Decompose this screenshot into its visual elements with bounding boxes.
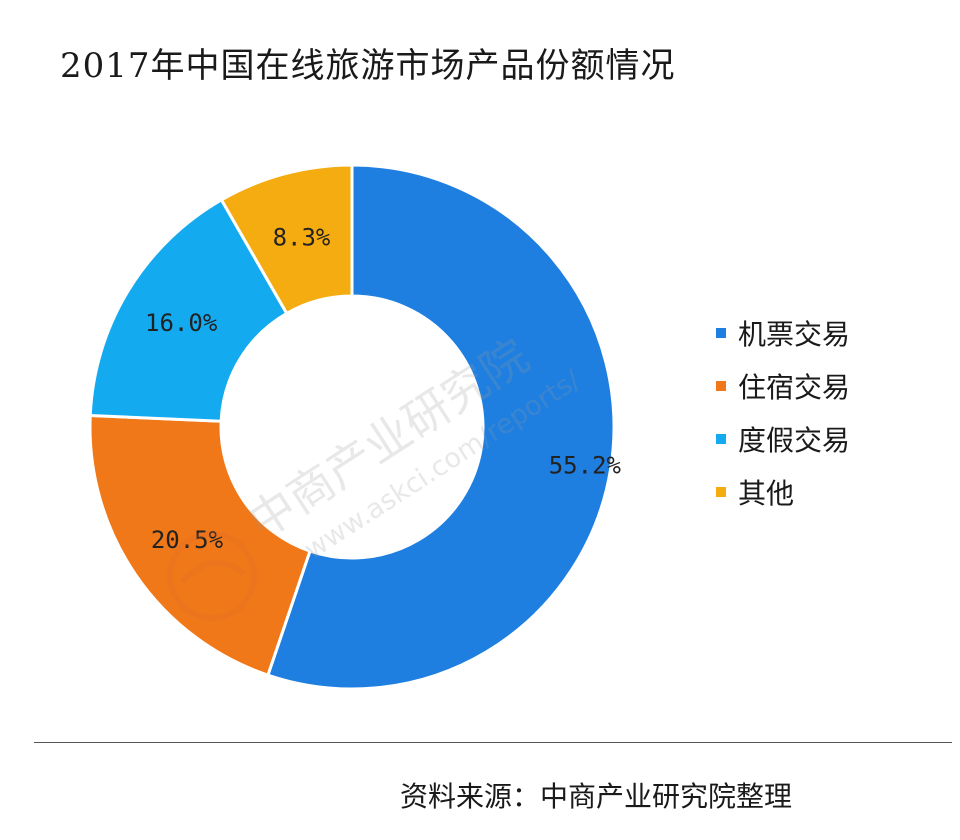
legend: 机票交易 住宿交易 度假交易 其他 <box>716 318 850 510</box>
legend-swatch <box>716 327 726 338</box>
legend-label: 机票交易 <box>738 317 851 351</box>
slice-label-flight: 55.2% <box>549 451 622 479</box>
chart-title: 2017年中国在线旅游市场产品份额情况 <box>60 46 676 86</box>
slice-label-vacation: 16.0% <box>145 309 218 337</box>
legend-swatch <box>716 486 726 497</box>
legend-label: 住宿交易 <box>738 370 851 404</box>
legend-swatch <box>716 380 726 391</box>
watermark-logo <box>167 531 257 621</box>
legend-item-hotel: 住宿交易 <box>716 371 850 404</box>
watermark-logo-swoosh <box>179 559 246 585</box>
legend-item-flight: 机票交易 <box>716 318 850 351</box>
legend-item-other: 其他 <box>716 477 850 510</box>
slice-other <box>219 163 354 316</box>
source-note: 资料来源：中商产业研究院整理 <box>400 780 793 813</box>
slice-vacation <box>88 197 289 423</box>
footer-divider <box>34 742 952 743</box>
legend-swatch <box>716 433 726 444</box>
slice-flight <box>266 163 616 691</box>
legend-label: 度假交易 <box>738 423 851 457</box>
legend-label: 其他 <box>738 476 795 510</box>
slice-label-other: 8.3% <box>273 224 331 252</box>
slice-label-hotel: 20.5% <box>151 526 224 554</box>
slice-hotel <box>88 413 312 678</box>
legend-item-vacation: 度假交易 <box>716 424 850 457</box>
